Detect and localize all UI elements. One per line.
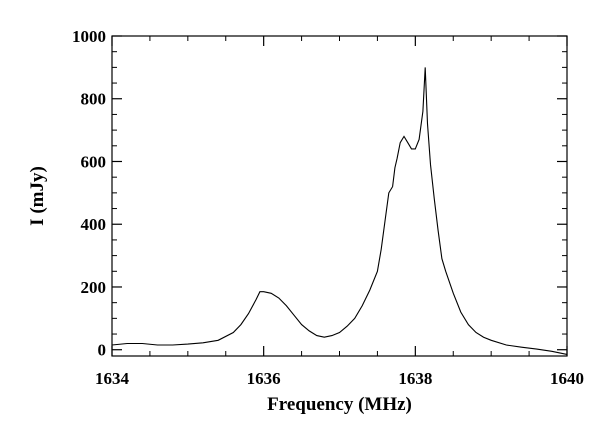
y-axis: 0 200 400 600 800 1000 [72, 27, 567, 360]
x-axis: 1634 1636 1638 1640 [95, 36, 584, 388]
plot-frame [111, 35, 568, 357]
spectrum-line [111, 67, 568, 355]
y-axis-title: I (mJy) [27, 166, 48, 226]
x-tick-label: 1636 [247, 369, 281, 388]
x-axis-title: Frequency (MHz) [267, 394, 412, 415]
y-tick-label: 800 [81, 90, 107, 109]
y-tick-label: 200 [81, 278, 107, 297]
y-tick-label: 1000 [72, 27, 106, 46]
x-tick-label: 1640 [550, 369, 584, 388]
y-tick-label: 400 [81, 215, 107, 234]
x-tick-label: 1634 [95, 369, 130, 388]
y-tick-label: 0 [98, 341, 107, 360]
x-tick-label: 1638 [398, 369, 432, 388]
y-tick-label: 600 [81, 152, 107, 171]
